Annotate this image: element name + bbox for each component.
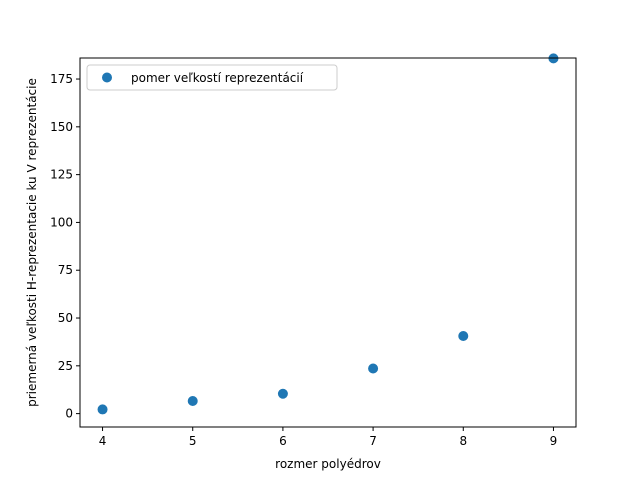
y-tick-label: 175 xyxy=(50,72,73,86)
x-axis-label: rozmer polyédrov xyxy=(275,457,381,471)
data-point xyxy=(277,388,288,399)
y-tick-label: 125 xyxy=(50,168,73,182)
x-axis-ticks: 4 5 6 7 8 9 xyxy=(99,427,558,448)
y-tick-label: 50 xyxy=(58,311,73,325)
x-tick-label: 7 xyxy=(369,434,377,448)
x-tick-label: 6 xyxy=(279,434,287,448)
x-tick-label: 4 xyxy=(99,434,107,448)
y-axis-label: priemerná veľkosti H-reprezentacie ku V … xyxy=(25,78,39,407)
data-point xyxy=(368,363,379,374)
y-axis-ticks: 0 25 50 75 100 125 150 175 xyxy=(50,72,80,421)
data-points xyxy=(97,53,559,415)
y-tick-label: 150 xyxy=(50,120,73,134)
x-tick-label: 5 xyxy=(189,434,197,448)
x-tick-label: 8 xyxy=(459,434,467,448)
data-point xyxy=(187,395,198,406)
legend: pomer veľkostí reprezentácií xyxy=(86,64,338,91)
y-tick-label: 25 xyxy=(58,359,73,373)
plot-frame xyxy=(79,57,577,428)
data-point xyxy=(97,404,108,415)
legend-marker xyxy=(102,72,112,83)
data-point xyxy=(458,330,469,341)
x-tick-label: 9 xyxy=(550,434,558,448)
y-tick-label: 0 xyxy=(65,407,73,421)
legend-label: pomer veľkostí reprezentácií xyxy=(131,71,304,85)
y-tick-label: 100 xyxy=(50,215,73,229)
legend-box xyxy=(86,64,338,91)
y-tick-label: 75 xyxy=(58,263,73,277)
